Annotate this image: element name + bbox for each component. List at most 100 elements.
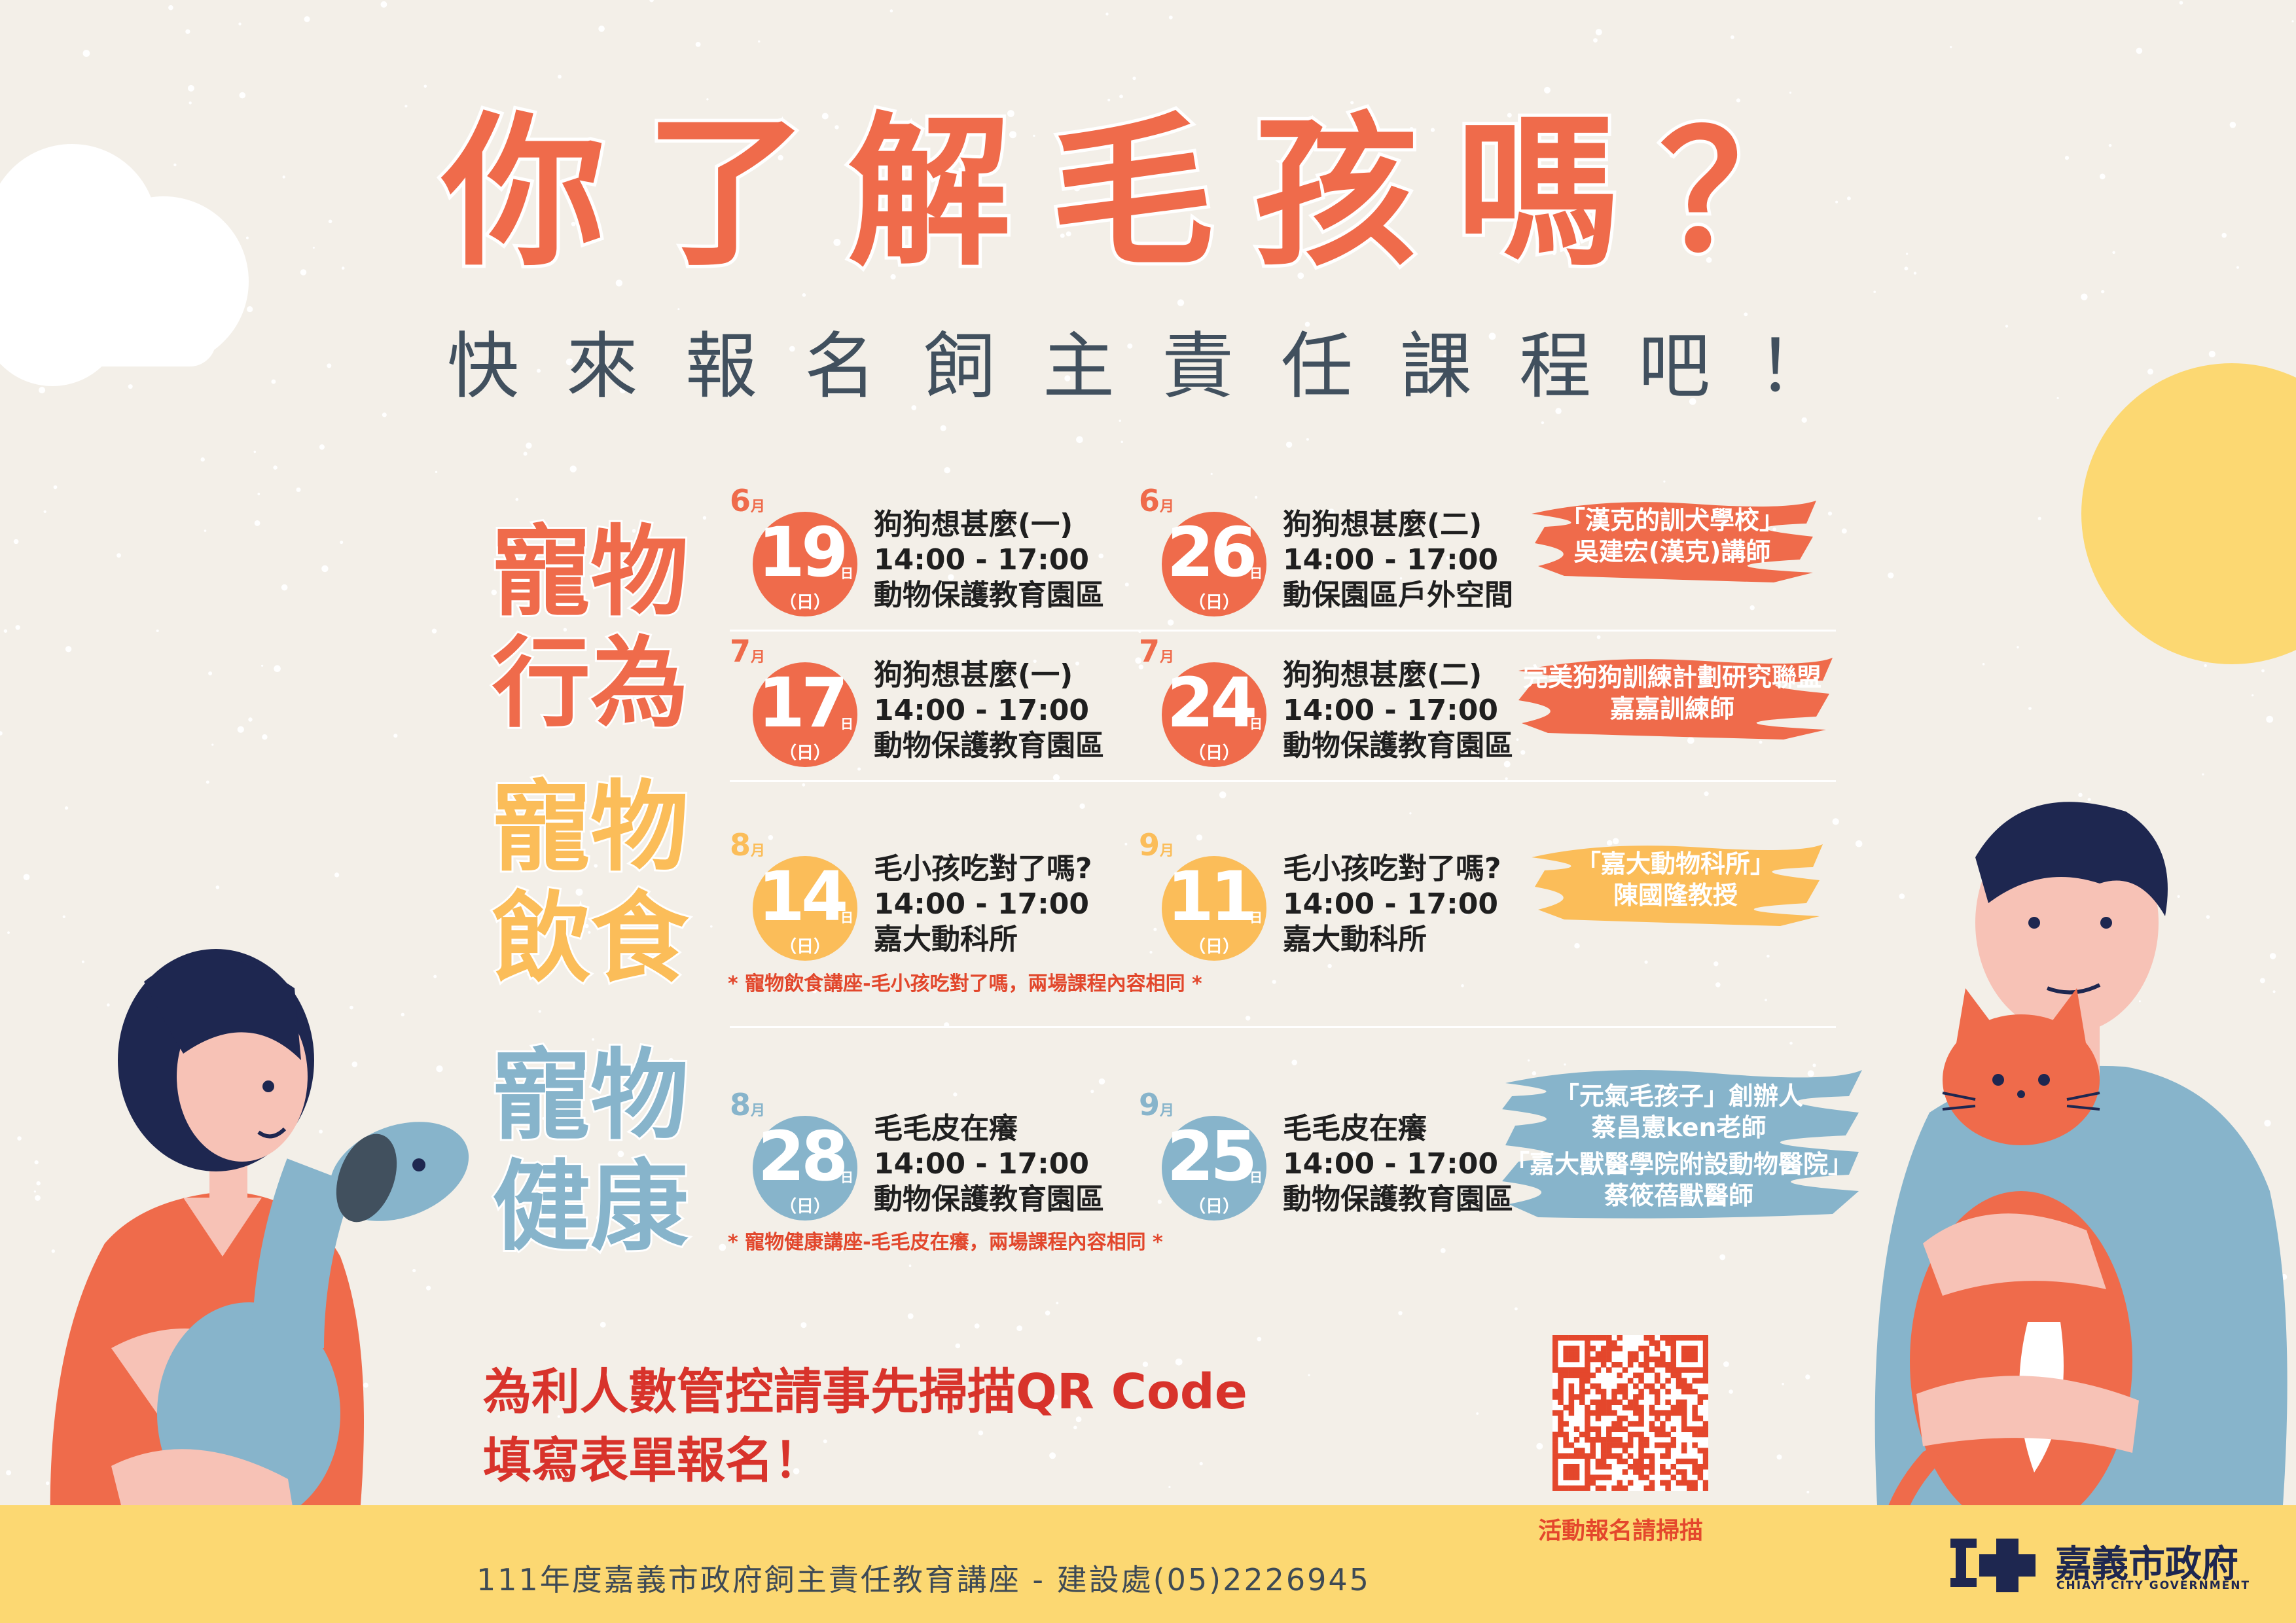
qr-module bbox=[1617, 1362, 1623, 1368]
qr-module bbox=[1590, 1399, 1596, 1405]
speckle-dot bbox=[1749, 605, 1755, 611]
speckle-dot bbox=[834, 125, 839, 130]
speckle-dot bbox=[1306, 438, 1309, 441]
speckle-dot bbox=[573, 603, 578, 608]
qr-module bbox=[1681, 1389, 1687, 1395]
qr-module bbox=[1638, 1389, 1644, 1395]
speckle-dot bbox=[1199, 1461, 1203, 1466]
speckle-dot bbox=[1168, 15, 1173, 20]
speckle-dot bbox=[1094, 1231, 1100, 1237]
speckle-dot bbox=[382, 412, 387, 418]
session-card: 7月 24 日 （日） 狗狗想甚麼(二) 14:00 - 17:00 動物保護教… bbox=[1139, 636, 1545, 767]
speckle-dot bbox=[1564, 1063, 1566, 1066]
qr-module bbox=[1600, 1474, 1607, 1480]
speckle-dot bbox=[423, 84, 427, 88]
qr-module bbox=[1573, 1426, 1580, 1433]
speaker-text: 「嘉大獸醫學院附設動物醫院」 蔡筱蓓獸醫師 bbox=[1504, 1150, 1853, 1210]
qr-module bbox=[1697, 1399, 1704, 1405]
qr-module bbox=[1568, 1351, 1575, 1357]
speckle-dot bbox=[592, 1038, 595, 1041]
qr-module bbox=[1681, 1458, 1687, 1465]
speckle-dot bbox=[778, 154, 783, 161]
qr-module bbox=[1697, 1463, 1704, 1470]
qr-module bbox=[1617, 1416, 1623, 1421]
speckle-dot bbox=[351, 1061, 358, 1067]
qr-module bbox=[1654, 1340, 1660, 1346]
speckle-dot bbox=[1476, 1412, 1479, 1415]
qr-module bbox=[1681, 1416, 1687, 1421]
speckle-dot bbox=[436, 1065, 443, 1073]
speckle-dot bbox=[2272, 990, 2276, 993]
qr-module bbox=[1660, 1383, 1666, 1389]
session-location: 動物保護教育園區 bbox=[874, 729, 1104, 762]
qr-module bbox=[1579, 1431, 1585, 1438]
qr-module bbox=[1643, 1442, 1650, 1448]
qr-module bbox=[1611, 1362, 1617, 1368]
speckle-dot bbox=[768, 835, 774, 840]
qr-module bbox=[1665, 1362, 1671, 1368]
speckle-dot bbox=[257, 492, 260, 495]
qr-caption: 活動報名請掃描 bbox=[1538, 1518, 1704, 1544]
speckle-dot bbox=[300, 269, 307, 276]
qr-module bbox=[1649, 1426, 1655, 1433]
speckle-dot bbox=[2259, 978, 2265, 984]
qr-module bbox=[1687, 1426, 1693, 1433]
qr-module bbox=[1665, 1410, 1671, 1416]
session-title: 狗狗想甚麼(一) bbox=[874, 508, 1073, 541]
registration-qr-code[interactable] bbox=[1552, 1335, 1709, 1491]
session-card: 9月 25 日 （日） 毛毛皮在癢 14:00 - 17:00 動物保護教育園區 bbox=[1139, 1090, 1545, 1221]
speckle-dot bbox=[542, 1117, 545, 1120]
qr-module bbox=[1579, 1335, 1585, 1341]
qr-module bbox=[1552, 1356, 1558, 1363]
day-unit: 日 bbox=[1249, 1169, 1263, 1185]
qr-module bbox=[1558, 1389, 1564, 1395]
speckle-dot bbox=[65, 806, 69, 810]
qr-module bbox=[1676, 1404, 1682, 1411]
qr-module bbox=[1681, 1335, 1687, 1341]
qr-module bbox=[1670, 1340, 1677, 1346]
speckle-dot bbox=[523, 452, 528, 456]
qr-module bbox=[1585, 1485, 1590, 1491]
speckle-dot bbox=[1806, 1490, 1810, 1493]
sun-decoration bbox=[2081, 363, 2296, 664]
speckle-dot bbox=[978, 1430, 984, 1436]
qr-module bbox=[1649, 1469, 1655, 1475]
qr-module bbox=[1681, 1399, 1687, 1405]
qr-module bbox=[1595, 1416, 1602, 1421]
qr-module bbox=[1676, 1469, 1682, 1475]
qr-module bbox=[1643, 1485, 1650, 1491]
speckle-dot bbox=[1520, 750, 1526, 755]
speckle-dot bbox=[563, 628, 567, 632]
qr-module bbox=[1600, 1453, 1607, 1459]
speckle-dot bbox=[1009, 131, 1016, 139]
qr-module bbox=[1552, 1362, 1558, 1368]
qr-module bbox=[1595, 1335, 1602, 1341]
speckle-dot bbox=[600, 1321, 606, 1328]
session-location: 嘉大動科所 bbox=[874, 923, 1018, 956]
speckle-dot bbox=[1219, 791, 1227, 798]
speckle-dot bbox=[1612, 838, 1619, 845]
qr-module bbox=[1606, 1404, 1612, 1411]
cta-line-1: 為利人數管控請事先掃描QR Code bbox=[483, 1364, 1247, 1420]
qr-module bbox=[1687, 1335, 1693, 1341]
speckle-dot bbox=[1789, 92, 1792, 94]
speckle-dot bbox=[1873, 291, 1876, 293]
speckle-dot bbox=[1005, 674, 1009, 679]
speckle-dot bbox=[2266, 715, 2274, 723]
day-unit: 日 bbox=[1249, 565, 1263, 581]
speckle-dot bbox=[1744, 312, 1748, 317]
speckle-dot bbox=[1767, 954, 1770, 958]
category-label-line: 健康 bbox=[490, 1150, 691, 1265]
speckle-dot bbox=[1124, 842, 1128, 846]
qr-module bbox=[1606, 1335, 1612, 1341]
speckle-dot bbox=[575, 888, 583, 896]
qr-module bbox=[1692, 1410, 1698, 1416]
qr-module bbox=[1665, 1399, 1671, 1405]
qr-module bbox=[1638, 1378, 1644, 1384]
qr-module bbox=[1563, 1351, 1569, 1357]
qr-module bbox=[1654, 1431, 1660, 1438]
brush-stroke bbox=[1502, 1070, 1862, 1219]
speckle-dot bbox=[393, 734, 398, 738]
speckle-dot bbox=[200, 457, 205, 462]
speckle-dot bbox=[557, 1415, 560, 1418]
